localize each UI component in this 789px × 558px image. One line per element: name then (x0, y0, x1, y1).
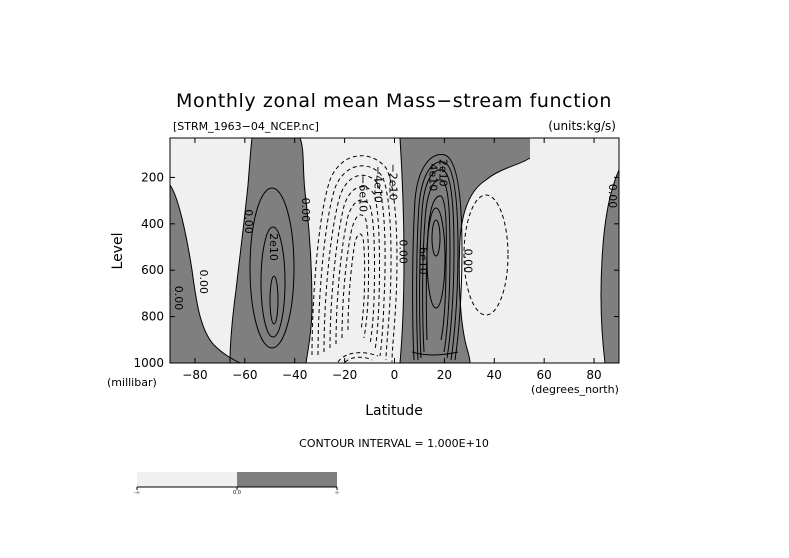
southern-polar-cell (170, 185, 240, 363)
contour-negative-4 (329, 186, 380, 351)
contour-hadley-1 (412, 154, 463, 361)
contour-value-label: 2e10 (436, 159, 449, 187)
contour-positive-3 (269, 275, 279, 325)
contour-value-label: 0.00 (172, 286, 185, 311)
contour-value-label: 4e10 (426, 164, 439, 192)
contour-value-label: 0.00 (461, 249, 474, 274)
x-unit-label: (degrees_north) (531, 383, 619, 396)
contour-value-label: 0.00 (396, 239, 409, 264)
contour-value-label: 6e10 (416, 247, 429, 275)
zero-contour-ferrel-west (229, 138, 253, 363)
colorbar-label-max: ∞ (335, 490, 339, 496)
colorbar-label-zero: 0.0 (233, 490, 241, 496)
contour-value-label: 0.00 (242, 209, 255, 234)
x-tick-label: 20 (437, 368, 452, 382)
zero-contour-equator (399, 138, 405, 363)
contour-hadley-4 (422, 179, 451, 353)
contour-lines (170, 138, 619, 363)
contour-labels: 0.00 0.00 0.00 0.00 2e10 −6e10 −4e10 −2e10 0.00 6… (172, 159, 619, 310)
contour-hadley-6 (426, 207, 446, 309)
y-axis: 200 400 600 800 1000 (133, 170, 619, 370)
contour-negative-3 (323, 174, 386, 357)
colorbar-positive-swatch (237, 472, 337, 487)
y-tick-label: 1000 (133, 356, 164, 370)
x-tick-label: −80 (182, 368, 207, 382)
contour-negative-5 (335, 199, 376, 345)
contour-negative-7 (347, 233, 366, 331)
contour-value-label: −2e10 (387, 164, 400, 201)
contour-hadley-2 (416, 161, 459, 361)
x-tick-label: −20 (332, 368, 357, 382)
contour-value-label: 0.00 (197, 270, 210, 295)
contour-field: 0.00 0.00 0.00 0.00 2e10 −6e10 −4e10 −2e10 0.00 6… (170, 138, 619, 363)
y-tick-label: 200 (141, 170, 164, 184)
contour-value-label: −4e10 (372, 166, 385, 203)
x-axis-title: Latitude (365, 403, 423, 419)
contour-negative-6 (341, 214, 370, 339)
zero-contour-polar-north (600, 169, 619, 363)
colorbar-negative-swatch (137, 472, 237, 487)
y-tick-label: 600 (141, 263, 164, 277)
northern-polar-cell (601, 170, 619, 363)
contour-value-label: −6e10 (357, 175, 370, 212)
y-tick-label: 400 (141, 217, 164, 231)
chart-title: Monthly zonal mean Mass−stream function (176, 90, 612, 112)
northern-hadley-cell (400, 138, 530, 363)
contour-negative-8 (337, 352, 379, 363)
contour-negative-1 (311, 155, 398, 363)
contour-hadley-3 (419, 169, 455, 359)
colorbar-label-min: -∞ (134, 490, 140, 496)
y-tick-label: 800 (141, 310, 164, 324)
negative-contour-lines (311, 155, 509, 363)
x-tick-label: 80 (586, 368, 601, 382)
contour-hadley-7 (431, 219, 441, 257)
contour-hadley-5 (425, 195, 447, 341)
file-label: [STRM_1963−04_NCEP.nc] (173, 120, 319, 133)
x-tick-label: −60 (232, 368, 257, 382)
colorbar: -∞ 0.0 ∞ (134, 472, 339, 496)
y-axis-title: Level (110, 233, 126, 270)
x-tick-label: 60 (537, 368, 552, 382)
contour-value-label: 2e10 (267, 233, 280, 261)
contour-negative-9 (344, 356, 373, 363)
contour-positive-2 (260, 226, 286, 338)
contour-value-label: 0.00 (606, 184, 619, 209)
zero-contour-ferrel-east (299, 138, 313, 363)
zero-contour-north (458, 157, 531, 363)
x-axis: −80 −60 −40 −20 0 20 40 60 80 (182, 138, 602, 382)
y-unit-label: (millibar) (107, 376, 157, 389)
units-label: (units:kg/s) (548, 119, 616, 133)
contour-interval-text: CONTOUR INTERVAL = 1.000E+10 (299, 437, 489, 450)
x-tick-label: 40 (487, 368, 502, 382)
contour-negative-northern (463, 194, 509, 316)
contour-hadley-base (411, 351, 459, 356)
x-tick-label: 0 (391, 368, 399, 382)
contour-positive-1 (249, 187, 295, 349)
x-tick-label: −40 (282, 368, 307, 382)
contour-value-label: 0.00 (299, 198, 312, 223)
zero-contour-south (170, 184, 241, 363)
